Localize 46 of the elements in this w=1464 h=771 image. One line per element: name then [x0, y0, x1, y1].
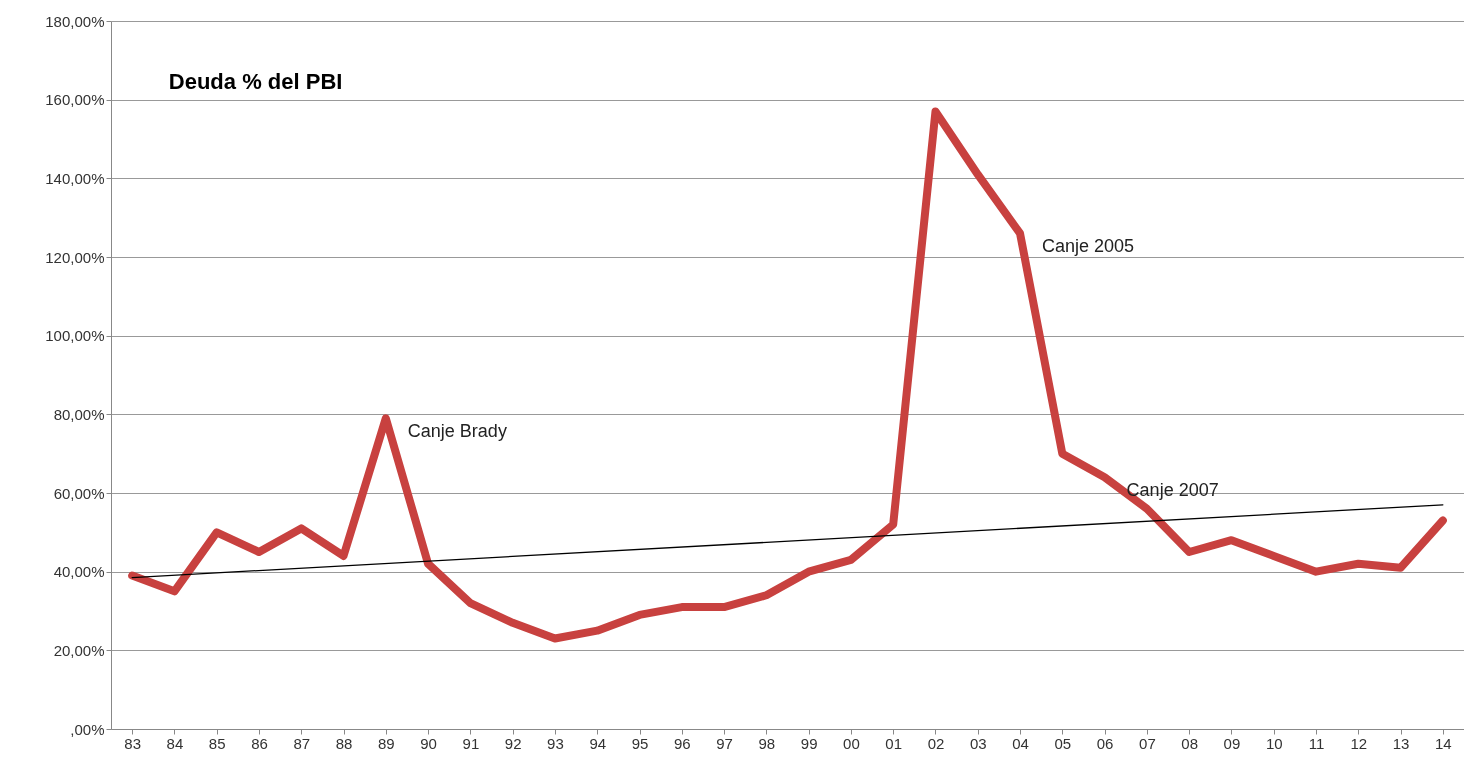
y-tick-label: 40,00%	[53, 563, 105, 581]
x-tick-label: 97	[716, 734, 733, 752]
x-tick-label: 83	[124, 734, 141, 752]
annotation: Canje 2005	[1042, 236, 1135, 257]
x-tick-label: 13	[1392, 734, 1410, 752]
y-tick-label: 20,00%	[53, 641, 105, 659]
x-tick-label: 12	[1350, 734, 1368, 752]
x-tick-label: 86	[251, 734, 268, 752]
x-tick-label: 93	[547, 734, 564, 752]
x-tick-label: 96	[673, 734, 691, 752]
y-tick-label: 60,00%	[53, 484, 105, 502]
y-tick-label: 100,00%	[45, 327, 105, 345]
y-tick-label: 160,00%	[45, 91, 105, 109]
x-tick-label: 90	[420, 734, 437, 752]
x-tick-label: 84	[166, 734, 184, 752]
x-tick-label: 89	[377, 734, 395, 752]
x-tick-label: 91	[462, 734, 480, 752]
x-tick-label: 11	[1308, 734, 1325, 752]
x-tick-label: 06	[1096, 734, 1114, 752]
y-tick-label: 180,00%	[45, 12, 105, 30]
annotation: Canje 2007	[1126, 480, 1219, 501]
x-tick-label: 92	[504, 734, 522, 752]
y-tick-label: 140,00%	[45, 169, 105, 187]
annotation: Canje Brady	[407, 421, 507, 442]
x-tick-label: 99	[800, 734, 818, 752]
x-tick-label: 08	[1181, 734, 1199, 752]
x-tick-label: 14	[1435, 734, 1452, 752]
x-tick-label: 87	[293, 734, 311, 752]
x-tick-label: 98	[758, 734, 776, 752]
x-tick-label: 95	[631, 734, 649, 752]
x-tick-label: 09	[1223, 734, 1241, 752]
x-tick-label: 04	[1012, 734, 1029, 752]
x-tick-label: 02	[927, 734, 945, 752]
x-tick-label: 88	[335, 734, 353, 752]
x-tick-label: 85	[208, 734, 226, 752]
x-tick-label: 05	[1054, 734, 1072, 752]
text: Deuda % del PBI	[168, 69, 343, 94]
x-tick-label: 10	[1265, 734, 1283, 752]
x-tick-label: 03	[969, 734, 987, 752]
x-tick-label: 94	[589, 734, 607, 752]
y-tick-label: ,00%	[70, 720, 105, 738]
x-tick-label: 07	[1139, 734, 1156, 752]
y-tick-label: 120,00%	[45, 248, 105, 266]
y-tick-label: 80,00%	[53, 405, 105, 423]
x-tick-label: 01	[885, 734, 903, 752]
x-tick-label: 00	[843, 734, 860, 752]
